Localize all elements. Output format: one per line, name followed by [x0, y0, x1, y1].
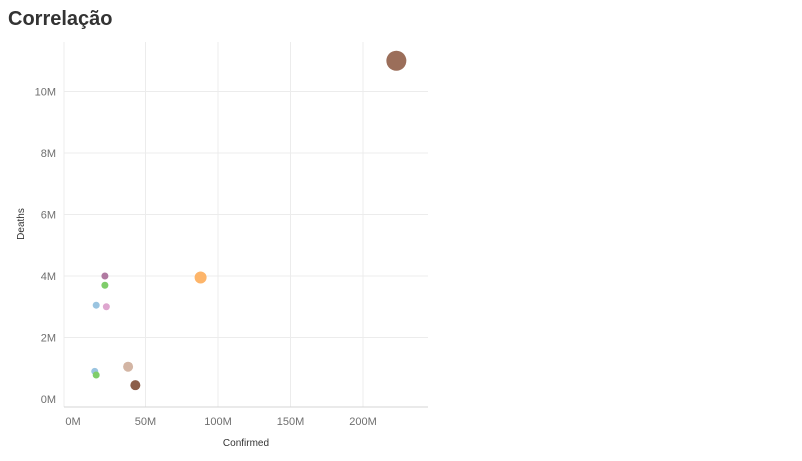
page-title: Correlação [8, 8, 113, 30]
x-tick-label: 200M [349, 416, 377, 428]
x-tick-label: 50M [135, 416, 156, 428]
y-tick-label: 2M [41, 333, 56, 345]
axes: 0M 50M 100M 150M 200M 0M 2M 4M 6M 8M 10M [35, 42, 428, 428]
y-tick-label: 8M [41, 148, 56, 160]
y-tick-label: 4M [41, 271, 56, 283]
data-point[interactable] [194, 271, 207, 284]
x-tick-label: 100M [204, 416, 232, 428]
y-tick-label: 10M [35, 87, 56, 99]
data-point[interactable] [123, 361, 134, 372]
grid [64, 42, 428, 407]
x-axis-label: Confirmed [223, 438, 269, 449]
data-point[interactable] [101, 281, 109, 289]
data-point[interactable] [102, 303, 110, 311]
data-point[interactable] [92, 301, 100, 309]
x-tick-label: 150M [277, 416, 305, 428]
y-tick-label: 6M [41, 210, 56, 222]
data-point[interactable] [92, 371, 100, 379]
data-point[interactable] [101, 272, 109, 280]
data-point[interactable] [130, 380, 141, 391]
y-tick-label: 0M [41, 394, 56, 406]
data-points [91, 50, 407, 391]
x-tick-label: 0M [65, 416, 80, 428]
data-point[interactable] [386, 50, 407, 71]
y-axis-label: Deaths [16, 208, 27, 240]
